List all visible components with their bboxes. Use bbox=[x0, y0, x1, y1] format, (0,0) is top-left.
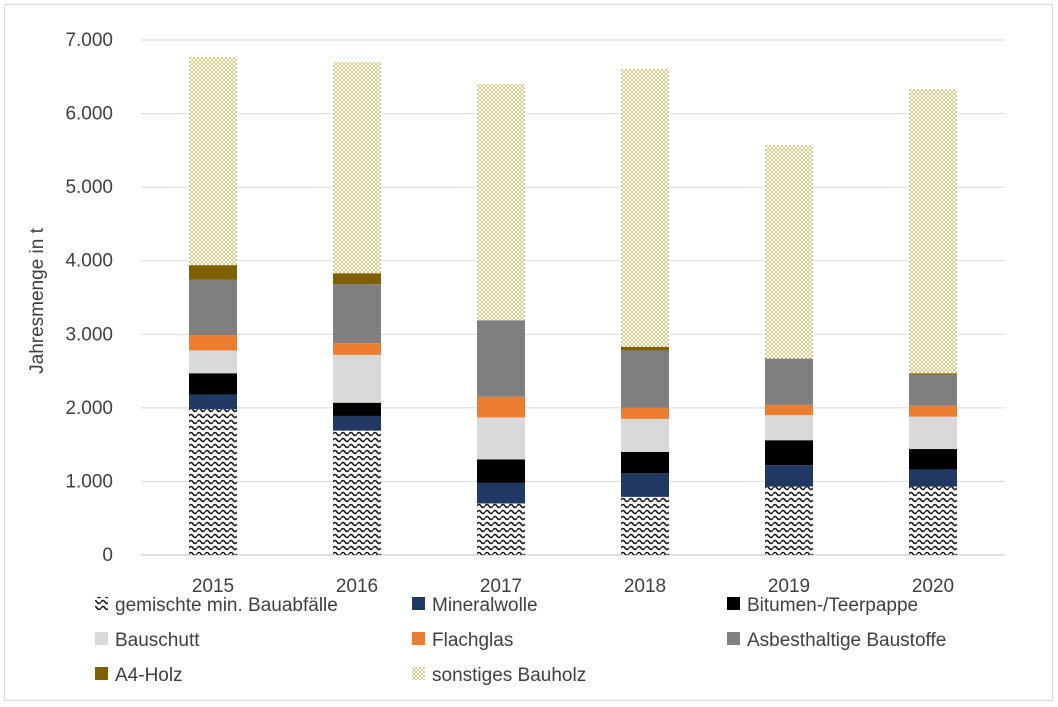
legend: gemischte min. Bauabfälle Mineralwolle Bit… bbox=[95, 595, 946, 686]
bar-segment-6-2017 bbox=[477, 320, 525, 397]
legend-swatch bbox=[412, 597, 425, 610]
legend-item: A4-Holz bbox=[95, 665, 183, 686]
stacked-bar-chart: 0 1.000 2.000 3.000 4.000 5.000 6.000 7.000 201… bbox=[27, 30, 1005, 686]
bar-segment-6-2018 bbox=[621, 350, 669, 408]
bar-segment-5-2019 bbox=[765, 404, 813, 416]
legend-swatch bbox=[412, 632, 425, 645]
y-tick-label: 7.000 bbox=[65, 30, 113, 51]
bar-segment-1-2019 bbox=[765, 486, 813, 555]
y-tick-label: 4.000 bbox=[65, 251, 113, 272]
bar-segment-5-2017 bbox=[477, 396, 525, 418]
bar-segment-2-2015 bbox=[189, 394, 237, 410]
bar-segment-1-2020 bbox=[909, 486, 957, 555]
bar-segment-1-2016 bbox=[333, 430, 381, 555]
bar-segment-3-2018 bbox=[621, 452, 669, 474]
legend-label: Asbesthaltige Baustoffe bbox=[747, 630, 946, 651]
bar-segment-4-2018 bbox=[621, 418, 669, 452]
y-tick-label: 6.000 bbox=[65, 104, 113, 125]
y-tick-label: 0 bbox=[102, 545, 113, 566]
bar-segment-1-2015 bbox=[189, 409, 237, 555]
bar-segment-5-2018 bbox=[621, 407, 669, 419]
x-tick-label: 2015 bbox=[192, 576, 234, 597]
bar-segment-2-2018 bbox=[621, 473, 669, 497]
bar-segment-8-2015 bbox=[189, 56, 237, 266]
x-tick-label: 2016 bbox=[336, 576, 378, 597]
bar-segment-6-2016 bbox=[333, 284, 381, 344]
bar-segment-7-2016 bbox=[333, 273, 381, 285]
y-tick-label: 3.000 bbox=[65, 324, 113, 345]
bar-segment-8-2018 bbox=[621, 68, 669, 347]
y-axis-label: Jahresmenge in t bbox=[27, 227, 48, 373]
bar-segment-7-2015 bbox=[189, 265, 237, 280]
legend-swatch bbox=[95, 667, 108, 680]
bar-segment-8-2016 bbox=[333, 62, 381, 274]
bar-segment-2-2017 bbox=[477, 482, 525, 504]
gridlines bbox=[141, 39, 1005, 556]
legend-item: Flachglas bbox=[412, 630, 513, 651]
y-tick-label: 2.000 bbox=[65, 398, 113, 419]
legend-label: Mineralwolle bbox=[432, 595, 538, 616]
legend-label: Bauschutt bbox=[115, 630, 200, 651]
legend-item: sonstiges Bauholz bbox=[412, 665, 586, 686]
bars bbox=[189, 56, 957, 555]
bar-segment-2-2020 bbox=[909, 469, 957, 487]
bar-segment-5-2016 bbox=[333, 343, 381, 355]
legend-label: Flachglas bbox=[432, 630, 513, 651]
legend-item: Asbesthaltige Baustoffe bbox=[727, 630, 946, 651]
bar-segment-3-2015 bbox=[189, 373, 237, 395]
legend-label: sonstiges Bauholz bbox=[432, 665, 586, 686]
bar-segment-3-2020 bbox=[909, 449, 957, 470]
x-tick-label: 2019 bbox=[768, 576, 810, 597]
bar-segment-7-2018 bbox=[621, 346, 669, 351]
legend-item: gemischte min. Bauabfälle bbox=[95, 595, 338, 616]
legend-swatch bbox=[412, 667, 425, 680]
bar-segment-3-2017 bbox=[477, 459, 525, 483]
y-tick-label: 5.000 bbox=[65, 177, 113, 198]
chart-frame: 0 1.000 2.000 3.000 4.000 5.000 6.000 7.000 201… bbox=[4, 4, 1053, 701]
legend-label: gemischte min. Bauabfälle bbox=[115, 595, 338, 616]
bar-segment-1-2017 bbox=[477, 503, 525, 555]
bar-segment-3-2016 bbox=[333, 402, 381, 416]
legend-item: Bitumen-/Teerpappe bbox=[727, 595, 918, 616]
bar-segment-1-2018 bbox=[621, 496, 669, 555]
bar-segment-5-2020 bbox=[909, 405, 957, 417]
x-tick-label: 2020 bbox=[912, 576, 954, 597]
x-tick-label: 2017 bbox=[480, 576, 522, 597]
legend-label: Bitumen-/Teerpappe bbox=[747, 595, 918, 616]
bar-segment-4-2019 bbox=[765, 415, 813, 441]
bar-segment-4-2017 bbox=[477, 417, 525, 460]
legend-swatch bbox=[95, 632, 108, 645]
bar-segment-6-2020 bbox=[909, 374, 957, 406]
bar-segment-8-2017 bbox=[477, 84, 525, 321]
x-axis: 2015 2016 2017 2018 2019 2020 bbox=[192, 576, 954, 597]
legend-swatch bbox=[727, 597, 740, 610]
legend-swatch bbox=[95, 597, 108, 610]
legend-label: A4-Holz bbox=[115, 665, 183, 686]
bar-segment-5-2015 bbox=[189, 335, 237, 351]
bar-segment-2-2019 bbox=[765, 465, 813, 487]
bar-segment-4-2020 bbox=[909, 416, 957, 450]
bar-segment-7-2020 bbox=[909, 373, 957, 375]
y-axis: 0 1.000 2.000 3.000 4.000 5.000 6.000 7.000 bbox=[65, 30, 113, 566]
bar-segment-8-2019 bbox=[765, 145, 813, 359]
legend-item: Bauschutt bbox=[95, 630, 200, 651]
y-tick-label: 1.000 bbox=[65, 471, 113, 492]
bar-segment-2-2016 bbox=[333, 415, 381, 431]
bar-segment-4-2016 bbox=[333, 354, 381, 403]
legend-item: Mineralwolle bbox=[412, 595, 538, 616]
bar-segment-4-2015 bbox=[189, 350, 237, 374]
x-tick-label: 2018 bbox=[624, 576, 666, 597]
bar-segment-3-2019 bbox=[765, 440, 813, 466]
legend-swatch bbox=[727, 632, 740, 645]
bar-segment-6-2019 bbox=[765, 358, 813, 405]
bar-segment-8-2020 bbox=[909, 89, 957, 374]
bar-segment-6-2015 bbox=[189, 279, 237, 336]
